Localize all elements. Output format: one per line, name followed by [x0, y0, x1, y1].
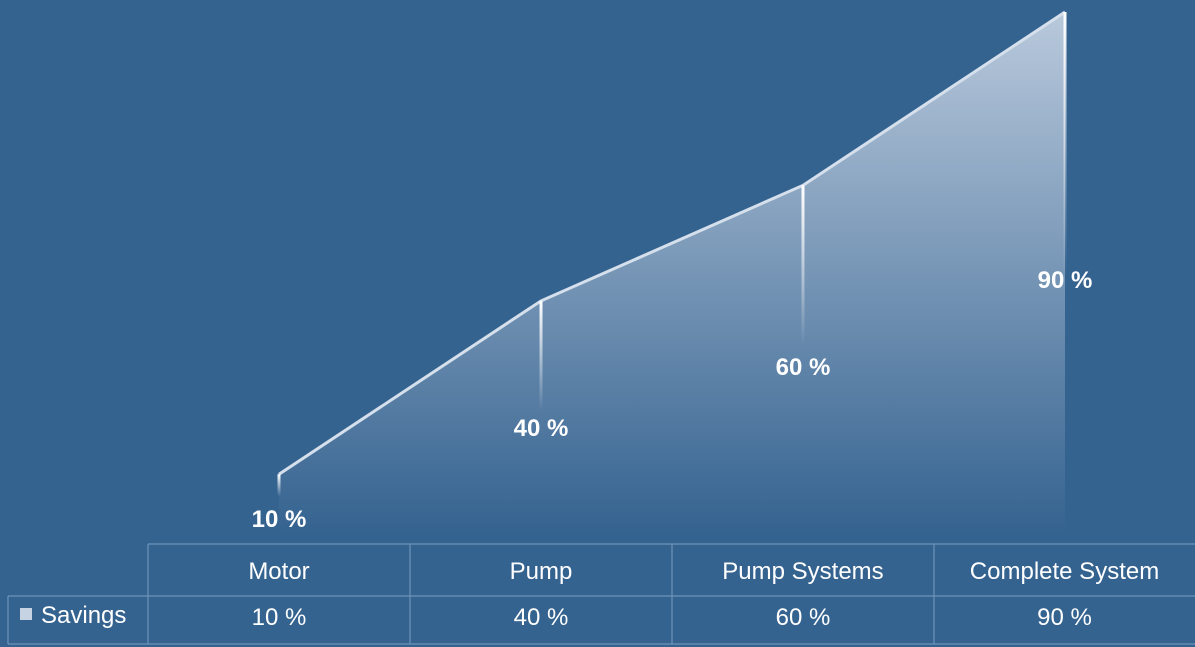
- data-label: 10 %: [252, 506, 307, 533]
- data-label: 60 %: [776, 354, 831, 381]
- table-value-cell: 90 %: [1037, 604, 1092, 631]
- data-label: 40 %: [514, 415, 569, 442]
- table-row-label: Savings: [41, 602, 126, 629]
- table-header-cell: Pump Systems: [722, 558, 883, 585]
- table-value-cell: 10 %: [252, 604, 307, 631]
- drop-line: [277, 474, 281, 497]
- table-header-cell: Complete System: [970, 558, 1159, 585]
- table-value-cell: 40 %: [514, 604, 569, 631]
- table-value-cell: 60 %: [776, 604, 831, 631]
- drop-line: [539, 300, 543, 411]
- data-label: 90 %: [1038, 267, 1093, 294]
- data-table: Motor Pump Pump Systems Complete System Sav…: [7, 543, 1195, 645]
- legend-key-savings: [20, 608, 32, 620]
- table-header-cell: Pump: [510, 558, 573, 585]
- drop-line: [801, 185, 805, 346]
- data-labels: 10 % 40 % 60 % 90 %: [252, 267, 1093, 533]
- table-header-cell: Motor: [248, 558, 309, 585]
- drop-lines: [277, 12, 1067, 497]
- savings-area-edge: [278, 10, 1066, 476]
- drop-line: [1063, 12, 1067, 277]
